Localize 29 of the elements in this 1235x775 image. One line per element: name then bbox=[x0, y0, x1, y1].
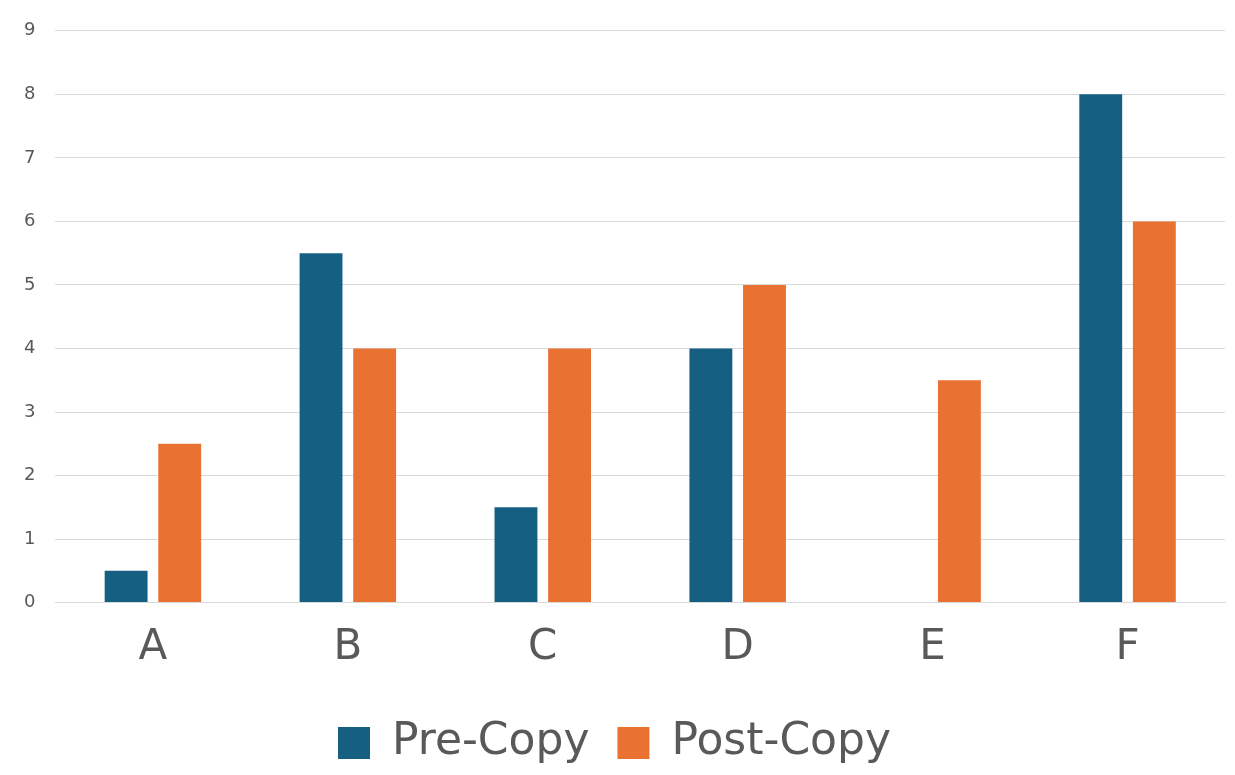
x-tick-label: C bbox=[528, 619, 558, 669]
y-tick-label: 4 bbox=[24, 336, 36, 358]
y-tick-label: 2 bbox=[24, 463, 36, 485]
y-tick-label: 9 bbox=[24, 18, 36, 40]
y-tick-label: 3 bbox=[24, 399, 36, 421]
x-tick-label: F bbox=[1115, 619, 1140, 669]
bar bbox=[1132, 221, 1176, 603]
y-tick-label: 7 bbox=[24, 145, 36, 167]
y-tick-label: 5 bbox=[24, 272, 36, 294]
bar bbox=[299, 253, 343, 603]
bar bbox=[937, 380, 981, 603]
bar bbox=[743, 284, 786, 603]
bar bbox=[104, 570, 148, 603]
bar bbox=[1079, 94, 1123, 603]
x-tick-label: A bbox=[138, 619, 168, 669]
bar bbox=[548, 348, 592, 603]
y-tick-label: 8 bbox=[24, 82, 36, 104]
legend-label: Pre-Copy bbox=[392, 713, 590, 765]
bar bbox=[689, 348, 733, 603]
bar bbox=[353, 348, 397, 603]
bar bbox=[158, 443, 202, 603]
bar bbox=[494, 507, 538, 603]
legend-label: Post-Copy bbox=[671, 713, 892, 765]
y-tick-label: 6 bbox=[24, 209, 36, 231]
x-tick-label: E bbox=[919, 619, 946, 669]
y-tick-label: 1 bbox=[24, 526, 36, 548]
y-tick-label: 0 bbox=[24, 590, 36, 612]
x-tick-label: B bbox=[333, 619, 363, 669]
x-tick-label: D bbox=[721, 619, 754, 669]
